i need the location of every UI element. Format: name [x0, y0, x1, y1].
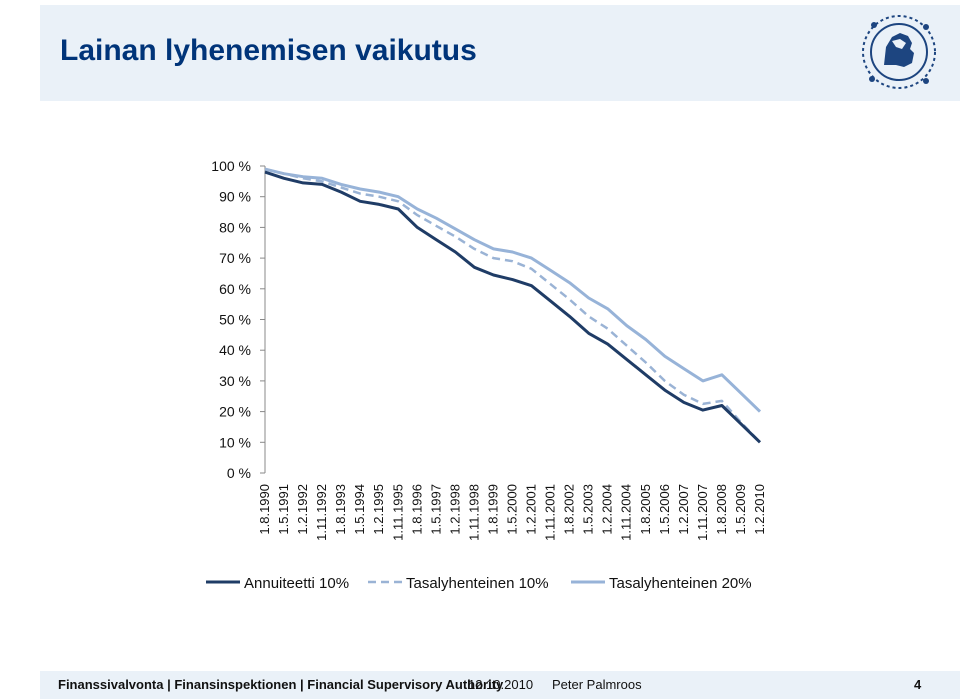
y-tick-label: 50 %: [219, 312, 251, 328]
x-tick-label: 1.5.1991: [276, 484, 291, 535]
legend-label: Annuiteetti 10%: [244, 575, 349, 592]
x-tick-label: 1.2.1998: [447, 484, 462, 535]
x-tick-label: 1.8.2008: [714, 484, 729, 535]
page-number: 4: [914, 677, 922, 692]
footer-author: Peter Palmroos: [552, 677, 642, 692]
x-tick-label: 1.5.2003: [581, 484, 596, 535]
y-tick-label: 30 %: [219, 373, 251, 389]
series-line-1: [264, 170, 762, 444]
series-line-2: [264, 167, 761, 444]
y-tick-label: 20 %: [219, 404, 251, 420]
x-tick-label: 1.8.1996: [409, 484, 424, 535]
x-tick-label: 1.2.2001: [524, 484, 539, 535]
legend-label: Tasalyhenteinen 10%: [406, 575, 549, 592]
y-tick-label: 60 %: [219, 281, 251, 297]
chart-legend: Annuiteetti 10% Tasalyhenteinen 10% Tasaly…: [206, 575, 752, 592]
footer-band: [40, 671, 960, 699]
x-tick-label: 1.11.1998: [466, 484, 481, 541]
x-tick-label: 1.2.2007: [676, 484, 691, 535]
series-line-3: [264, 167, 762, 413]
x-tick-label: 1.8.1993: [333, 484, 348, 535]
y-tick-label: 70 %: [219, 250, 251, 266]
x-tick-label: 1.8.1999: [485, 484, 500, 535]
x-tick-label: 1.5.1997: [428, 484, 443, 535]
x-axis: 1.8.1990 1.5.1991 1.2.1992 1.11.1992 1.8.199…: [257, 484, 767, 541]
y-tick-label: 0 %: [227, 465, 251, 481]
y-tick-label: 90 %: [219, 189, 251, 205]
x-tick-label: 1.5.2000: [505, 484, 520, 535]
x-tick-label: 1.2.1995: [371, 484, 386, 535]
y-axis: 100 % 90 % 80 % 70 % 60 % 50 % 40 % 30 % 20 % 10 …: [211, 158, 266, 481]
x-tick-label: 1.8.2005: [638, 484, 653, 535]
x-tick-label: 1.8.2002: [562, 484, 577, 535]
x-tick-label: 1.5.2006: [657, 484, 672, 535]
series-layer: [264, 167, 762, 444]
x-tick-label: 1.11.2007: [695, 484, 710, 541]
y-tick-label: 40 %: [219, 342, 251, 358]
x-tick-label: 1.2.2010: [752, 484, 767, 535]
x-tick-label: 1.5.2009: [733, 484, 748, 535]
x-tick-label: 1.11.1992: [314, 484, 329, 541]
footer-date: 12.10.2010: [468, 677, 534, 692]
legend-label: Tasalyhenteinen 20%: [609, 575, 752, 592]
title-band: [40, 5, 960, 101]
x-tick-label: 1.2.1992: [295, 484, 310, 535]
finanssivalvonta-lion-crest-logo: [862, 15, 936, 89]
y-tick-label: 80 %: [219, 219, 251, 235]
page-title: Lainan lyhenemisen vaikutus: [60, 34, 477, 67]
footer-organization: Finanssivalvonta | Finansinspektionen | …: [58, 677, 504, 692]
y-tick-label: 100 %: [211, 158, 251, 174]
y-tick-label: 10 %: [219, 434, 251, 450]
x-tick-label: 1.5.1994: [352, 484, 367, 535]
x-tick-label: 1.11.1995: [390, 484, 405, 541]
x-tick-label: 1.2.2004: [600, 484, 615, 535]
x-tick-label: 1.11.2004: [619, 484, 634, 541]
x-tick-label: 1.8.1990: [257, 484, 272, 535]
x-tick-label: 1.11.2001: [543, 484, 558, 541]
